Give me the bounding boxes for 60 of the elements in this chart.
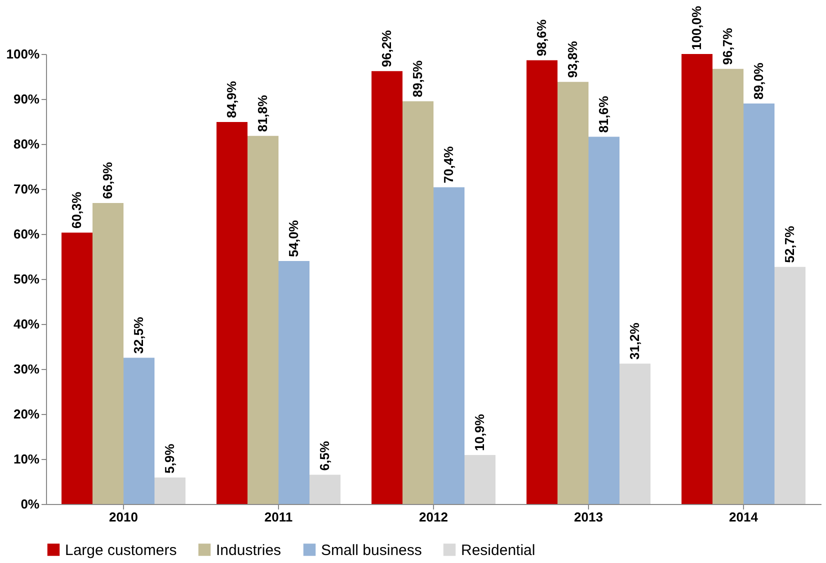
legend-label: Small business	[321, 542, 422, 559]
bar	[154, 477, 186, 504]
data-label: 52,7%	[782, 226, 797, 263]
bar	[682, 54, 712, 504]
y-tick-label: 20%	[13, 406, 40, 422]
y-tick-label: 50%	[13, 272, 40, 286]
data-label: 60,3%	[69, 191, 84, 229]
x-tick-label: 2013	[574, 510, 603, 524]
data-label: 81,6%	[596, 96, 611, 133]
y-tick-label: 0%	[20, 496, 40, 512]
data-label: 96,7%	[720, 28, 735, 65]
data-label: 89,0%	[751, 62, 766, 100]
data-label: 10,9%	[472, 414, 487, 451]
data-label: 98,6%	[534, 19, 549, 56]
data-label: 54,0%	[286, 220, 301, 257]
bar	[124, 358, 154, 504]
legend-label: Large customers	[65, 542, 177, 559]
data-label: 66,9%	[100, 162, 115, 199]
y-tick-label: 70%	[13, 182, 40, 196]
x-tick-label: 2014	[729, 510, 759, 524]
data-label: 5,9%	[162, 443, 177, 474]
bar	[216, 122, 248, 504]
x-tick-label: 2011	[264, 510, 293, 524]
data-label: 6,5%	[317, 440, 332, 471]
x-tick-label: 2012	[419, 510, 448, 524]
y-tick-label: 30%	[13, 362, 40, 376]
bar	[278, 261, 310, 504]
bar	[588, 136, 620, 504]
y-tick-label: 100%	[6, 46, 40, 62]
x-tick-label: 2010	[109, 510, 138, 524]
bar	[774, 266, 806, 504]
bar	[464, 454, 496, 504]
bar	[558, 82, 588, 504]
bar	[62, 232, 92, 504]
bar	[434, 187, 464, 504]
bar	[744, 104, 774, 504]
data-label: 100,0%	[689, 5, 704, 50]
y-tick-label: 90%	[13, 92, 40, 106]
bar	[248, 136, 278, 504]
bar	[526, 60, 558, 504]
data-label: 93,8%	[565, 40, 580, 78]
bar	[310, 474, 340, 504]
data-label: 84,9%	[224, 80, 239, 118]
data-label: 31,2%	[627, 322, 642, 360]
data-label: 81,8%	[255, 94, 270, 132]
y-tick-label: 80%	[13, 136, 40, 152]
data-label: 32,5%	[131, 316, 146, 354]
bar	[92, 202, 124, 504]
legend-label: Residential	[461, 542, 536, 559]
y-tick-label: 60%	[13, 226, 40, 242]
data-label: 70,4%	[441, 146, 456, 184]
bar	[620, 364, 650, 504]
y-tick-label: 40%	[13, 316, 40, 332]
legend-label: Industries	[216, 542, 282, 559]
data-label: 96,2%	[379, 30, 394, 68]
bar	[372, 71, 402, 504]
data-label: 89,5%	[410, 60, 425, 98]
y-tick-label: 10%	[13, 452, 40, 466]
bar	[402, 101, 434, 504]
bar	[712, 68, 744, 504]
